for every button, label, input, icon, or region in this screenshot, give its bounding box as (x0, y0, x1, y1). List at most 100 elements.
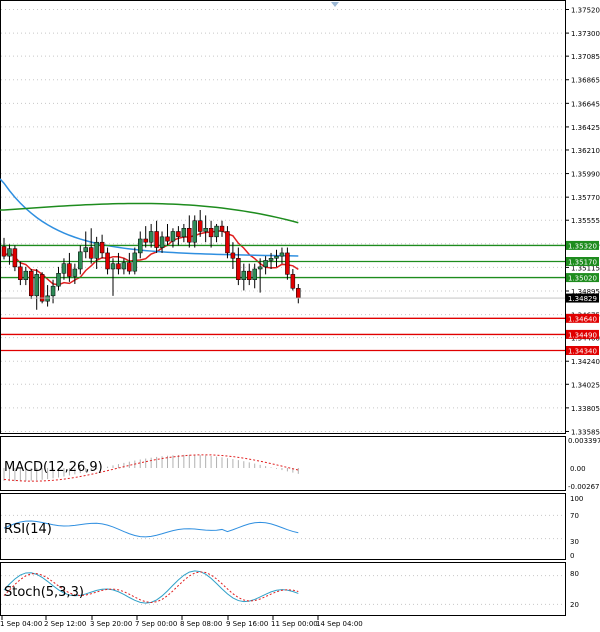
candle-body (230, 252, 236, 259)
level-tag-box (566, 313, 599, 323)
candle-body (176, 231, 181, 238)
candle-body (241, 270, 247, 280)
candle-body (56, 273, 61, 287)
candle-body (127, 262, 132, 272)
candle-body (263, 260, 268, 268)
macd-title: MACD(12,26,9) (4, 460, 103, 475)
candle-body (143, 238, 148, 243)
candle-body (61, 263, 67, 274)
rsi-tick-70: 70 (570, 512, 579, 520)
time-tick-label: 1 Sep 04:00 (0, 620, 42, 628)
candle-body (116, 263, 121, 270)
candle-body (110, 263, 116, 270)
candle-body (170, 231, 176, 242)
current-price-tag: 1.34829 (1, 293, 599, 303)
rsi-axis: 100 70 30 0 (570, 495, 583, 560)
candle-body (132, 252, 138, 272)
stoch-title: Stoch(5,3,3) (4, 585, 84, 600)
price-tick-label: 1.36425 (571, 124, 600, 132)
current-price-label: 1.34829 (568, 295, 597, 303)
rsi-tick-100: 100 (570, 495, 583, 503)
time-axis: 1 Sep 04:00 2 Sep 12:00 3 Sep 20:00 7 Sep 0… (0, 616, 363, 628)
candle-body (94, 241, 99, 259)
time-tick-label: 14 Sep 04:00 (316, 620, 363, 628)
price-tick-label: 1.37520 (571, 7, 600, 15)
candle-body (247, 270, 252, 280)
macd-tick-bottom: -0.002678 (568, 483, 600, 491)
rsi-line (3, 520, 299, 538)
price-tick-label: 1.34895 (571, 288, 600, 296)
price-tick-label: 1.36210 (571, 147, 600, 155)
level-tag-box (566, 240, 599, 250)
candle-body (290, 274, 296, 289)
level-price-tags: 1.35320 1.35170 1.35020 1.34640 1.34490 1.343… (566, 240, 599, 356)
stoch-d-line (3, 571, 299, 604)
price-tick-label: 1.33805 (571, 405, 600, 413)
candle-body (268, 258, 274, 261)
candle-body (39, 274, 45, 302)
ma-long-line (0, 202, 299, 224)
candle-body (187, 228, 192, 243)
macd-tick-zero: 0.00 (570, 465, 586, 473)
time-tick-label: 9 Sep 16:00 (226, 620, 268, 628)
candle-body (197, 220, 203, 232)
stoch-axis: 80 20 (570, 570, 579, 609)
price-tick-label: 1.35770 (571, 194, 600, 202)
time-tick-label: 8 Sep 08:00 (180, 620, 222, 628)
stoch-tick-20: 20 (570, 601, 579, 609)
level-tag-label: 1.35170 (568, 259, 597, 267)
candle-body (214, 225, 219, 238)
price-tick-label: 1.34025 (571, 381, 600, 389)
price-panel[interactable] (0, 0, 566, 434)
price-tick-label: 1.37300 (571, 30, 600, 38)
candle-body (45, 295, 50, 302)
candle-body (274, 255, 279, 259)
rsi-panel-frame (0, 493, 566, 560)
rsi-title: RSI(14) (4, 522, 52, 537)
candle-body (7, 248, 12, 257)
candle-body (18, 266, 23, 280)
stoch-panel-frame (0, 562, 566, 616)
scroll-marker-icon[interactable] (331, 2, 339, 7)
candle-body (1, 246, 7, 257)
current-price-box (566, 293, 599, 303)
price-tick-label: 1.34240 (571, 358, 600, 366)
candle-body (121, 262, 127, 270)
price-panel-frame (0, 0, 566, 434)
candle-body (252, 268, 257, 280)
level-tag-label: 1.34640 (568, 315, 597, 323)
candle-body (78, 251, 83, 270)
candle-body (83, 247, 88, 253)
candle-body (29, 270, 34, 297)
candle-body (12, 248, 18, 268)
candle-body (225, 231, 230, 254)
level-tag-label: 1.34490 (568, 331, 597, 339)
candle-body (23, 270, 29, 280)
candle-body (236, 258, 241, 280)
candle-body (159, 236, 165, 248)
candle-body (165, 236, 170, 242)
candle-body (148, 231, 154, 243)
macd-panel[interactable]: MACD(12,26,9) (0, 436, 566, 491)
candle-body (296, 288, 301, 299)
candle-body (72, 268, 78, 277)
price-axis: 1.37520 1.37300 1.37085 1.36865 1.36645 1.364… (565, 7, 600, 436)
price-tick-label: 1.35555 (571, 217, 600, 225)
level-tag-label: 1.34340 (568, 348, 597, 356)
price-tick-label: 1.37085 (571, 53, 600, 61)
rsi-panel[interactable]: RSI(14) (0, 493, 566, 560)
candle-body (88, 247, 94, 259)
candle-body (208, 228, 214, 238)
candle-body (219, 225, 225, 232)
candle-body (138, 238, 143, 254)
macd-tick-top: 0.003397 (568, 437, 600, 445)
stoch-panel[interactable]: Stoch(5,3,3) (0, 562, 566, 616)
macd-axis: 0.003397 0.00 -0.002678 (568, 437, 600, 491)
candle-body (285, 252, 290, 275)
price-tick-label: 1.35990 (571, 171, 600, 179)
candle-body (154, 231, 159, 248)
time-tick-label: 11 Sep 00:00 (271, 620, 318, 628)
candle-body (99, 241, 105, 254)
level-tag-box (566, 329, 599, 339)
